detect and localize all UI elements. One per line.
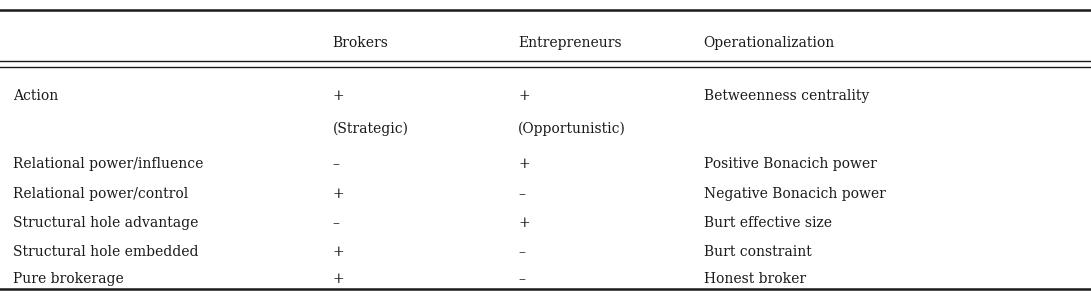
Text: Burt effective size: Burt effective size [704,216,831,231]
Text: (Opportunistic): (Opportunistic) [518,122,626,136]
Text: –: – [518,187,525,201]
Text: +: + [518,157,530,171]
Text: –: – [333,216,339,231]
Text: –: – [333,157,339,171]
Text: +: + [333,187,345,201]
Text: Burt constraint: Burt constraint [704,245,812,259]
Text: +: + [333,89,345,103]
Text: Pure brokerage: Pure brokerage [13,272,124,286]
Text: Action: Action [13,89,58,103]
Text: Positive Bonacich power: Positive Bonacich power [704,157,876,171]
Text: +: + [333,272,345,286]
Text: Betweenness centrality: Betweenness centrality [704,89,868,103]
Text: +: + [518,216,530,231]
Text: +: + [518,89,530,103]
Text: Structural hole embedded: Structural hole embedded [13,245,199,259]
Text: Structural hole advantage: Structural hole advantage [13,216,199,231]
Text: Relational power/influence: Relational power/influence [13,157,203,171]
Text: Operationalization: Operationalization [704,36,835,50]
Text: +: + [333,245,345,259]
Text: –: – [518,245,525,259]
Text: Negative Bonacich power: Negative Bonacich power [704,187,886,201]
Text: Relational power/control: Relational power/control [13,187,189,201]
Text: Entrepreneurs: Entrepreneurs [518,36,622,50]
Text: –: – [518,272,525,286]
Text: Honest broker: Honest broker [704,272,806,286]
Text: (Strategic): (Strategic) [333,122,409,136]
Text: Brokers: Brokers [333,36,388,50]
